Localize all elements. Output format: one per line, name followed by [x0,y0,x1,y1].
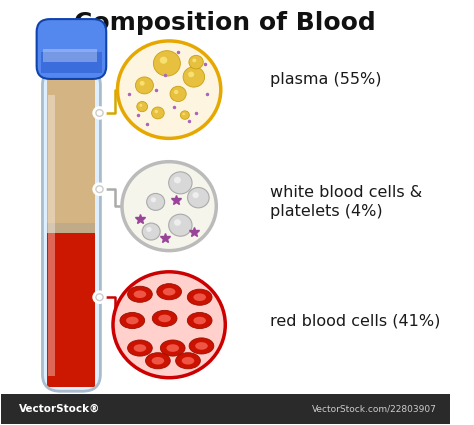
Ellipse shape [176,353,201,369]
Circle shape [136,77,154,94]
Ellipse shape [128,340,152,356]
Text: white blood cells &
platelets (4%): white blood cells & platelets (4%) [270,185,422,219]
Circle shape [174,219,181,226]
Circle shape [122,162,216,251]
Text: plasma (55%): plasma (55%) [270,71,382,87]
Ellipse shape [158,314,171,322]
Ellipse shape [187,312,212,329]
Circle shape [146,227,152,232]
Bar [47,69,95,223]
Ellipse shape [187,289,212,305]
Bar [0,394,450,424]
Ellipse shape [152,310,177,326]
Text: Composition of Blood: Composition of Blood [74,11,376,35]
Circle shape [142,223,160,240]
Text: red blood cells (41%): red blood cells (41%) [270,313,440,328]
Circle shape [189,55,203,69]
Circle shape [154,51,181,76]
Circle shape [155,110,158,113]
Text: VectorStock.com/22803907: VectorStock.com/22803907 [311,405,437,414]
Circle shape [170,86,186,102]
Ellipse shape [134,344,146,352]
Ellipse shape [128,286,152,302]
Circle shape [118,41,221,139]
Bar [43,49,97,62]
Text: VectorStock®: VectorStock® [18,404,100,414]
Circle shape [192,59,196,62]
Circle shape [96,186,103,193]
Ellipse shape [126,317,138,324]
Circle shape [92,290,107,304]
Ellipse shape [146,353,170,369]
Bar [47,231,95,387]
Circle shape [146,193,164,210]
FancyBboxPatch shape [36,19,106,79]
Ellipse shape [193,293,206,301]
Bar [41,52,102,74]
Circle shape [174,90,178,94]
Circle shape [192,192,199,198]
Circle shape [151,197,156,202]
Circle shape [96,294,103,300]
Circle shape [137,102,147,112]
Ellipse shape [182,357,194,365]
Circle shape [96,110,103,116]
Ellipse shape [134,290,146,298]
Circle shape [113,272,225,378]
Ellipse shape [166,344,179,352]
Bar [47,56,95,69]
Ellipse shape [163,288,175,295]
Circle shape [183,67,205,87]
Circle shape [169,214,192,236]
Ellipse shape [195,342,208,350]
Ellipse shape [120,312,145,329]
Circle shape [160,57,167,64]
Circle shape [182,113,185,115]
Ellipse shape [160,340,185,356]
Ellipse shape [157,283,182,300]
Ellipse shape [189,338,214,354]
Ellipse shape [152,357,164,365]
Circle shape [188,187,209,208]
Circle shape [92,106,107,120]
Circle shape [174,177,181,184]
Circle shape [181,111,189,119]
FancyBboxPatch shape [43,68,100,391]
Ellipse shape [193,317,206,324]
Circle shape [92,182,107,196]
Circle shape [152,107,164,119]
Circle shape [139,104,142,107]
Bar [47,223,95,233]
Circle shape [169,172,192,194]
Circle shape [188,71,194,77]
Circle shape [140,81,145,86]
Bar [48,95,55,376]
